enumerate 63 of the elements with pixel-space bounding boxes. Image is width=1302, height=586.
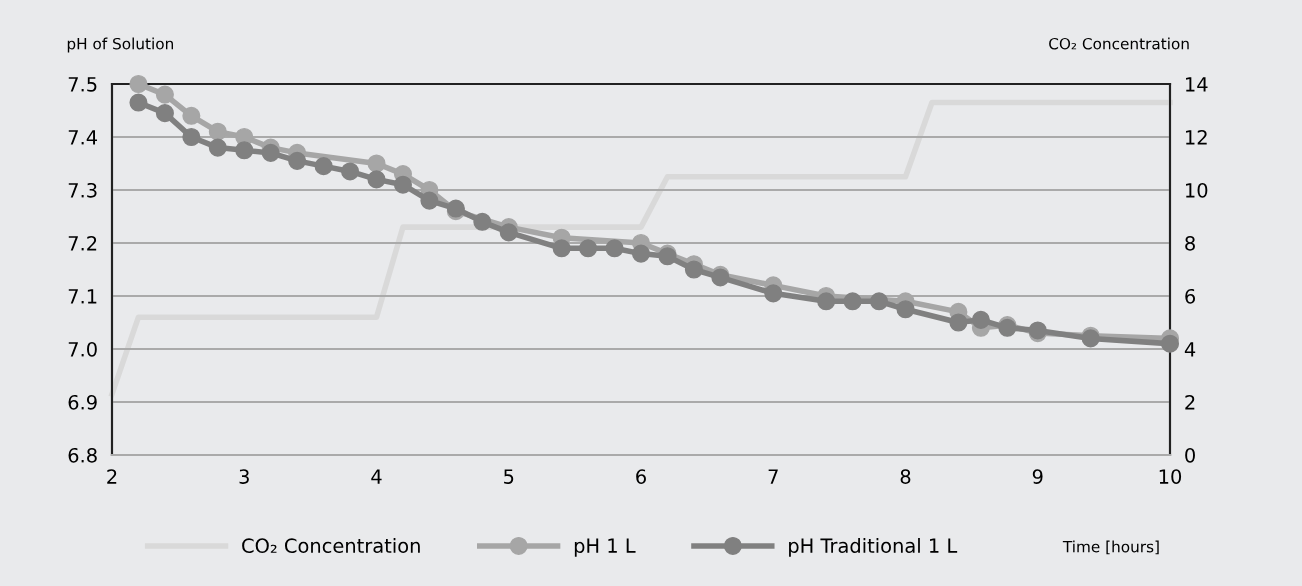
point [499, 223, 518, 242]
y2-tick-label: 12 [1186, 129, 1207, 145]
y-tick-label: 7.4 [68, 130, 98, 145]
point [367, 170, 386, 189]
point [843, 292, 862, 311]
y2-tick-label: 6 [1185, 288, 1196, 304]
point [129, 93, 148, 112]
x-axis-title: Time [hours] [1062, 540, 1159, 555]
point [552, 239, 571, 258]
y2-axis-title: CO₂ Concentration [1049, 37, 1189, 50]
legend-label: pH Traditional 1 L [789, 537, 958, 557]
point [949, 313, 968, 332]
y-tick-label: 6.8 [68, 447, 97, 463]
y2-tick-label: 4 [1184, 342, 1196, 357]
y2-tick-label: 0 [1185, 447, 1195, 463]
y2-tick-label: 14 [1186, 77, 1208, 92]
y-tick-label: 7.2 [68, 235, 97, 251]
y2-tick-label: 8 [1185, 235, 1195, 251]
point [764, 284, 783, 303]
point [208, 138, 227, 157]
y-tick-label: 7.0 [68, 341, 97, 357]
x-tick-label: 5 [504, 469, 514, 484]
x-tick-label: 3 [239, 469, 249, 484]
point [129, 74, 148, 94]
legend-label: CO₂ Concentration [242, 537, 420, 554]
point [473, 212, 492, 231]
point [393, 175, 412, 194]
y-tick-label: 7.1 [68, 289, 97, 304]
x-tick-label: 8 [900, 469, 911, 484]
y-tick-label: 7.5 [68, 77, 97, 92]
point [684, 260, 703, 279]
point [208, 122, 227, 141]
point [1160, 334, 1180, 353]
point [971, 310, 990, 329]
point [579, 239, 598, 258]
point [341, 162, 360, 181]
point [261, 143, 280, 162]
point [288, 151, 307, 170]
point [235, 141, 254, 160]
point [155, 104, 174, 123]
y-tick-label: 7.3 [68, 182, 97, 198]
y-axis-title: pH of Solution [67, 37, 173, 53]
point [420, 191, 439, 210]
point [605, 239, 624, 258]
y2-tick-label: 2 [1185, 394, 1195, 410]
point [631, 244, 651, 263]
point [155, 85, 174, 104]
x-tick-label: 7 [768, 469, 778, 484]
point [896, 300, 915, 319]
point [314, 157, 333, 176]
legend-label: pH 1 L [574, 538, 636, 557]
point [367, 154, 386, 173]
point [817, 292, 836, 311]
point [182, 127, 201, 147]
y-tick-label: 6.9 [68, 394, 97, 410]
point [870, 292, 889, 311]
y2-tick-label: 10 [1186, 182, 1208, 198]
x-tick-label: 2 [107, 469, 117, 484]
x-tick-label: 4 [371, 469, 382, 484]
x-tick-label: 10 [1159, 469, 1182, 484]
x-tick-label: 6 [636, 469, 646, 484]
x-tick-label: 9 [1032, 469, 1043, 484]
point [182, 106, 201, 125]
